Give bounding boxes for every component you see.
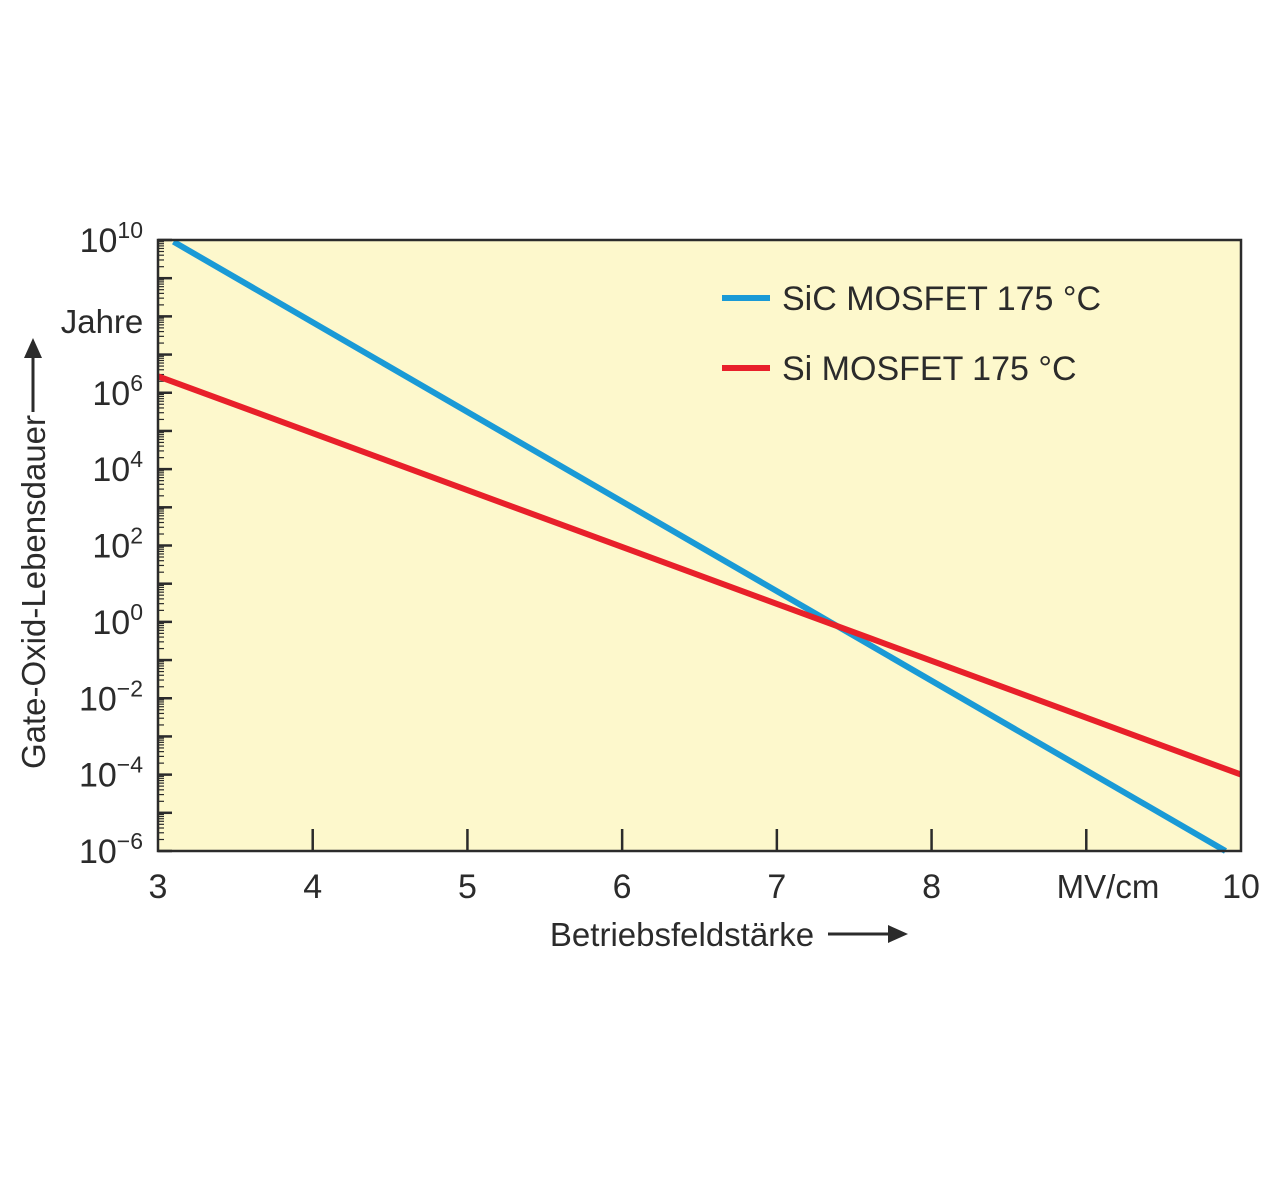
x-tick-label: 7 [767, 868, 786, 906]
y-tick-label: 104 [92, 446, 143, 489]
y-tick-exponent: −4 [117, 752, 143, 778]
y-tick-exponent: 2 [130, 523, 143, 549]
y-tick-base: 10 [79, 757, 117, 795]
x-unit-label: MV/cm [1057, 868, 1160, 905]
y-tick-exponent: −6 [117, 828, 143, 854]
y-tick-base: 10 [92, 528, 130, 566]
x-ticks [311, 829, 1088, 851]
series-line-0 [171, 239, 1228, 854]
y-tick-exponent: 10 [117, 217, 143, 243]
x-tick-labels: 3 4 5 6 7 8 10 [149, 868, 1260, 906]
y-axis-arrow [24, 338, 42, 412]
x-tick-label: 3 [149, 868, 168, 906]
y-unit-label: Jahre [61, 303, 144, 340]
y-tick-label: 100 [92, 599, 143, 642]
legend: SiC MOSFET 175 °C Si MOSFET 175 °C [722, 280, 1101, 388]
x-tick-label: 5 [458, 868, 477, 906]
x-tick-label: 10 [1222, 868, 1260, 906]
y-tick-exponent: 0 [130, 599, 143, 625]
y-tick-base: 10 [92, 451, 130, 489]
y-tick-base: 10 [79, 833, 117, 871]
series-line-1 [156, 373, 1243, 778]
y-tick-label: 102 [92, 523, 143, 566]
x-axis-label: Betriebsfeldstärke [550, 916, 814, 953]
y-tick-label: 106 [92, 370, 143, 413]
x-tick-label: 6 [613, 868, 632, 906]
y-tick-label: 10−4 [79, 752, 143, 795]
y-tick-base: 10 [79, 680, 117, 718]
legend-label-0: SiC MOSFET 175 °C [782, 280, 1101, 318]
y-tick-label: 10−2 [79, 675, 143, 718]
y-tick-label: 1010 [80, 217, 143, 260]
x-tick-label: 4 [303, 868, 322, 906]
legend-label-1: Si MOSFET 175 °C [782, 350, 1077, 388]
x-axis-arrow [828, 925, 908, 943]
series-lines [156, 239, 1243, 854]
x-tick-label: 8 [922, 868, 941, 906]
y-tick-exponent: 6 [130, 370, 143, 396]
y-tick-base: 10 [92, 375, 130, 413]
y-tick-base: 10 [92, 604, 130, 642]
y-tick-exponent: −2 [117, 675, 143, 701]
y-tick-exponent: 4 [130, 446, 143, 472]
plot-border [156, 238, 1243, 853]
y-axis-label: Gate-Oxid-Lebensdauer [15, 415, 52, 769]
y-tick-label: 10−6 [79, 828, 143, 871]
y-tick-base: 10 [80, 222, 118, 260]
